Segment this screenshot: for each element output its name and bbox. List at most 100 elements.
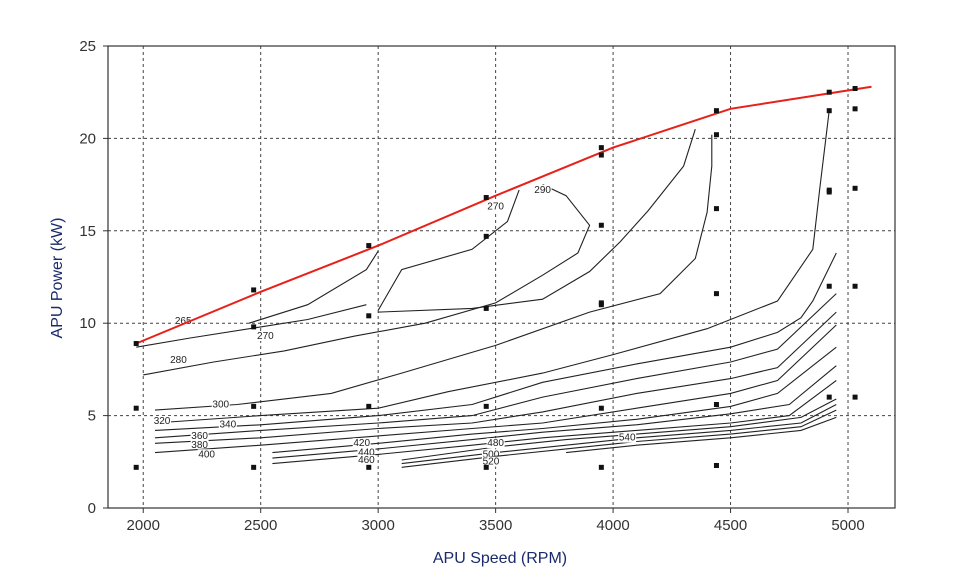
- sample-point: [598, 405, 604, 411]
- plot-frame: [107, 45, 896, 509]
- sample-point: [826, 189, 832, 195]
- contour-label-bg: [256, 330, 275, 341]
- sample-point: [713, 402, 719, 408]
- sample-point: [826, 89, 832, 95]
- sample-point: [598, 300, 604, 306]
- sample-point: [713, 291, 719, 297]
- contour-label: 480: [487, 438, 504, 449]
- contour-label: 360: [191, 431, 208, 442]
- x-tick-label: 2500: [244, 517, 277, 534]
- sample-point: [251, 324, 257, 330]
- contour-label-bg: [352, 438, 371, 449]
- contour-label-bg: [153, 415, 172, 426]
- contour-line: [566, 416, 837, 454]
- sample-point: [713, 108, 719, 114]
- contour-label-bg: [190, 440, 209, 451]
- y-tick-label: 5: [88, 408, 96, 425]
- contour-label-bg: [486, 438, 505, 449]
- sample-point: [251, 403, 257, 409]
- contour-label: 270: [487, 202, 504, 213]
- contour-label: 500: [483, 449, 500, 460]
- sample-point: [852, 394, 858, 400]
- contour-label: 520: [483, 457, 500, 468]
- sample-point: [133, 464, 139, 470]
- sample-point: [483, 195, 489, 201]
- sample-point: [713, 132, 719, 138]
- contour-line: [272, 346, 837, 454]
- sample-point: [713, 462, 719, 468]
- y-tick-label: 0: [88, 500, 96, 517]
- contour-line: [272, 380, 837, 465]
- sample-point: [598, 145, 604, 151]
- contour-label-bg: [486, 201, 505, 212]
- contour-label: 265: [175, 316, 192, 327]
- x-tick-label: 2000: [127, 517, 160, 534]
- contour-line: [154, 110, 830, 424]
- contour-line: [143, 184, 591, 376]
- sample-point: [366, 313, 372, 319]
- contour-line: [136, 304, 367, 348]
- sample-point: [133, 405, 139, 411]
- sample-point: [826, 283, 832, 289]
- x-tick-label: 3500: [479, 517, 512, 534]
- sample-point: [598, 152, 604, 158]
- contour-line: [248, 250, 379, 324]
- sample-point: [366, 243, 372, 249]
- contour-label: 270: [257, 331, 274, 342]
- contour-label-bg: [533, 184, 552, 195]
- contour-label: 340: [219, 420, 236, 431]
- contour-label: 400: [198, 449, 215, 460]
- sample-point: [598, 222, 604, 228]
- y-tick-label: 15: [79, 223, 96, 240]
- contour-line: [154, 252, 837, 431]
- sample-point: [598, 464, 604, 470]
- contour-line: [154, 134, 713, 411]
- contour-label-bg: [190, 430, 209, 441]
- sample-point: [366, 464, 372, 470]
- contour-line: [154, 324, 837, 454]
- contour-label-bg: [357, 454, 376, 465]
- x-tick-label: 4500: [714, 517, 747, 534]
- sample-point: [852, 106, 858, 112]
- sample-point: [483, 464, 489, 470]
- x-tick-label: 3000: [361, 517, 394, 534]
- sample-point: [483, 403, 489, 409]
- contour-label-bg: [169, 355, 188, 366]
- contour-label-bg: [174, 316, 193, 327]
- contour-line: [378, 129, 696, 313]
- x-tick-label: 5000: [831, 517, 864, 534]
- x-tick-label: 4000: [596, 517, 629, 534]
- contour-label-bg: [481, 456, 500, 467]
- sample-point: [251, 287, 257, 293]
- grid-layer: [108, 46, 895, 508]
- sample-point: [852, 86, 858, 92]
- sample-point: [852, 185, 858, 191]
- contour-label: 460: [358, 455, 375, 466]
- contour-label-bg: [357, 447, 376, 458]
- contour-line: [154, 311, 837, 444]
- contour-label-bg: [211, 399, 230, 410]
- sample-point: [366, 403, 372, 409]
- y-tick-label: 20: [79, 130, 96, 147]
- contour-label-bg: [197, 449, 216, 460]
- sample-point: [826, 394, 832, 400]
- contour-label: 440: [358, 447, 375, 458]
- y-axis-title: APU Power (kW): [49, 218, 66, 339]
- y-tick-label: 10: [79, 315, 96, 332]
- contour-line: [401, 409, 837, 468]
- y-tick-label: 25: [79, 38, 96, 55]
- contour-label-bg: [218, 419, 237, 430]
- sample-point: [483, 305, 489, 311]
- x-axis-title: APU Speed (RPM): [433, 550, 567, 567]
- axis-layer: 2000 2500 3000 3500 4000 4500 5000 0 5 10 15 20 25: [79, 38, 896, 534]
- sample-point: [483, 233, 489, 239]
- point-layer: [133, 86, 858, 470]
- contour-line: [272, 365, 837, 459]
- boundary-layer: [135, 85, 872, 345]
- contour-label: 280: [170, 355, 187, 366]
- sample-point: [826, 108, 832, 114]
- sample-point: [713, 206, 719, 212]
